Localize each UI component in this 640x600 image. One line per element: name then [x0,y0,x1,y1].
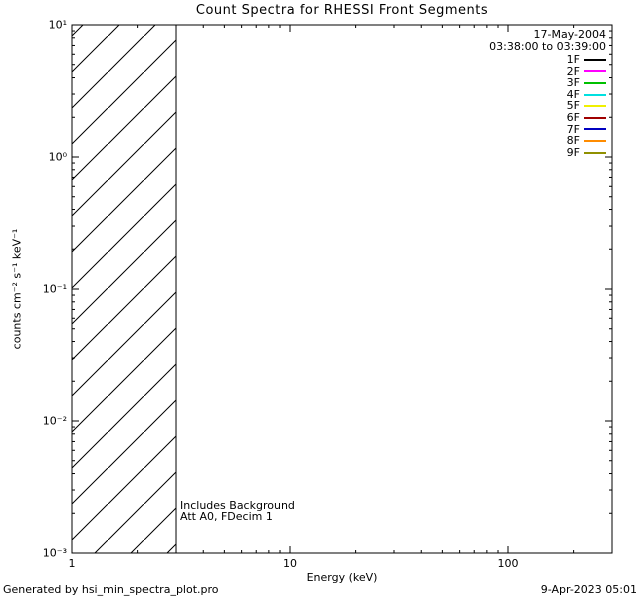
y-tick-label: 10¹ [48,18,67,32]
legend-entry-label: 1F [566,53,580,66]
legend-entry: 5F [489,100,606,112]
hatched-region [71,24,177,554]
legend-entry-color-line [584,81,606,84]
x-tick-label: 100 [497,557,519,570]
legend-entry-color-line [584,105,606,108]
legend-entry-label: 9F [566,145,580,159]
legend-entry: 4F [489,89,606,101]
chart-title: Count Spectra for RHESSI Front Segments [195,3,489,18]
legend-entry-label: 4F [566,87,580,101]
legend-entries: 1F 2F 3F 4F 5F 6F 7F 8F 9F [489,54,606,158]
legend-entry: 6F [489,112,606,124]
legend: 17-May-2004 03:38:00 to 03:39:00 1F 2F 3F 4… [489,29,606,158]
annotation-text: Includes Background [180,499,295,512]
y-tick-label: 10⁻³ [42,546,67,560]
legend-entry-label: 3F [566,76,580,90]
legend-entry: 9F [489,147,606,159]
legend-entry-label: 6F [566,110,580,124]
legend-entry-label: 2F [566,64,580,78]
legend-entry-color-line [584,93,606,96]
legend-entry-color-line [584,116,606,119]
plot-annotations: Includes Background Att A0, FDecim 1 [180,500,295,522]
legend-entry: 1F [489,54,606,66]
legend-entry: 8F [489,135,606,147]
footer-generator-text: Generated by hsi_min_spectra_plot.pro [3,583,219,596]
legend-entry-color-line [584,139,606,142]
legend-entry-color-line [584,128,606,131]
x-tick-label: 1 [68,557,76,570]
legend-entry-label: 5F [566,99,580,113]
legend-entry-color-line [584,151,606,154]
legend-entry-label: 8F [566,134,580,148]
y-tick-label: 10⁻¹ [42,282,67,296]
y-tick-label: 10⁰ [48,150,67,164]
legend-time-range: 03:38:00 to 03:39:00 [489,39,606,53]
legend-entry-color-line [584,58,606,61]
footer-timestamp: 9-Apr-2023 05:01 [540,583,637,596]
x-axis-label: Energy (keV) [306,571,378,584]
legend-entry: 2F [489,64,606,78]
annotation-text: Att A0, FDecim 1 [180,510,273,523]
legend-entry-color-line [584,70,606,73]
y-tick-label: 10⁻² [42,414,67,428]
legend-entry: 3F [489,77,606,89]
legend-date: 17-May-2004 [533,28,606,41]
legend-entry-label: 7F [566,122,580,136]
legend-entry: 7F [489,122,606,136]
x-tick-label: 10 [282,557,297,570]
